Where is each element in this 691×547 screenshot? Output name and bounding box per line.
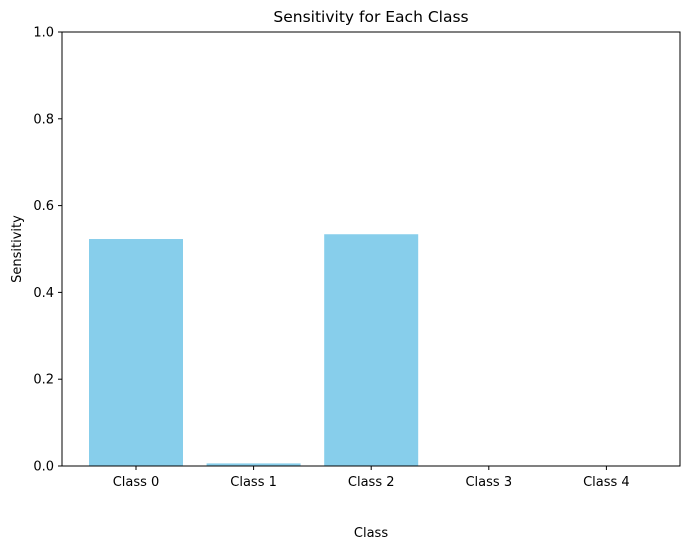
bar-class-2 [324, 234, 419, 466]
y-tick-label: 0.2 [33, 373, 54, 388]
x-axis-label: Class [354, 526, 388, 541]
bar-class-1 [206, 463, 301, 466]
y-tick-label: 0.6 [33, 199, 54, 214]
bar-class-0 [89, 239, 183, 466]
y-tick-label: 0.4 [33, 286, 54, 301]
x-tick-label: Class 4 [583, 475, 630, 490]
y-axis-label: Sensitivity [10, 215, 25, 283]
y-tick-label: 1.0 [33, 26, 54, 41]
x-tick-label: Class 0 [113, 475, 160, 490]
y-tick-label: 0.0 [33, 460, 54, 475]
x-tick-label: Class 3 [465, 475, 512, 490]
bars-group [89, 234, 419, 466]
y-axis-ticks: 0.0 0.2 0.4 0.6 0.8 1.0 [33, 26, 62, 475]
x-tick-label: Class 1 [230, 475, 277, 490]
plot-frame [61, 31, 681, 467]
y-tick-label: 0.8 [33, 112, 54, 127]
x-tick-label: Class 2 [348, 475, 395, 490]
chart-title: Sensitivity for Each Class [273, 8, 468, 26]
x-axis-ticks: Class 0 Class 1 Class 2 Class 3 Class 4 [113, 466, 630, 490]
